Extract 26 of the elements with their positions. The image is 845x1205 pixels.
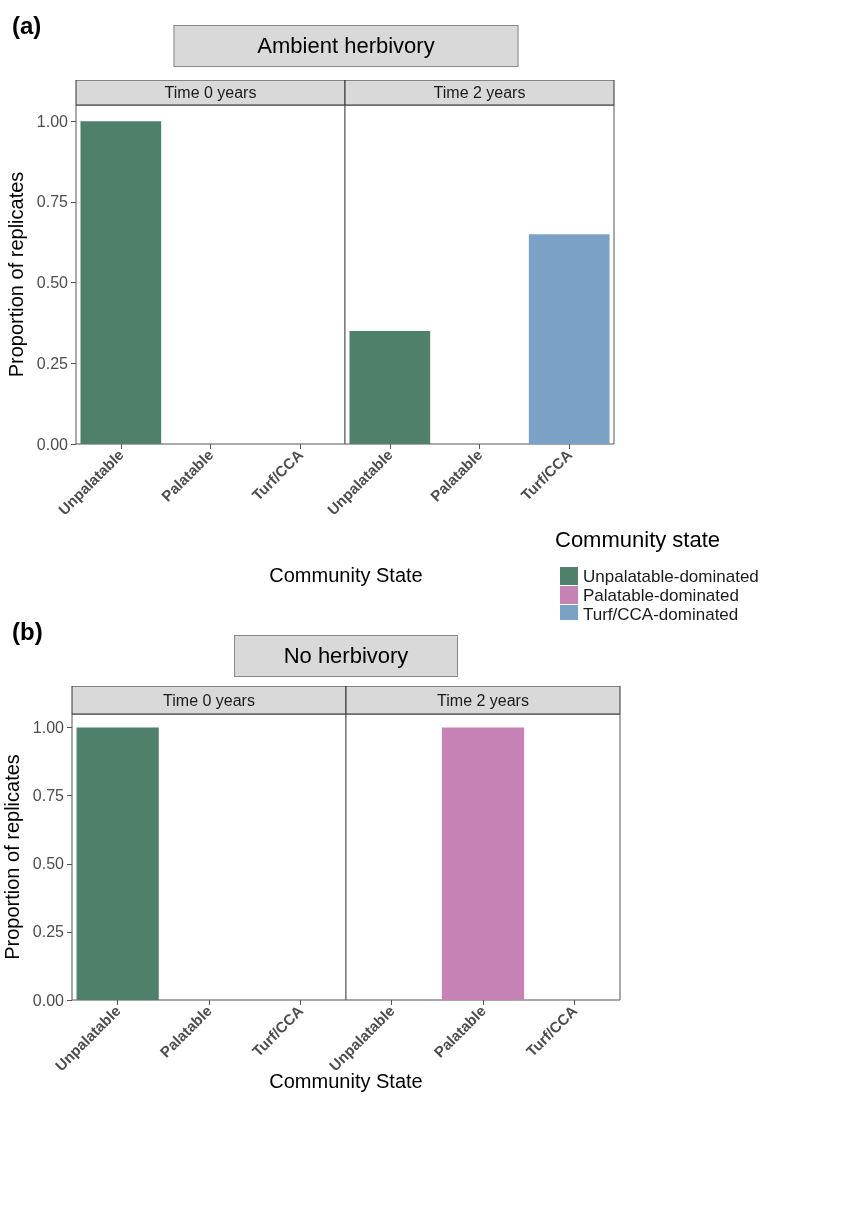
x-axis-title: Community State [269,564,423,587]
chart-subtitle: Time 2 years [433,84,526,101]
legend-label: Turf/CCA-dominated [583,604,739,624]
y-tick-label: 0.25 [36,354,69,372]
y-tick-label: 0.75 [32,787,65,805]
chart-title: Ambient herbivory [173,25,519,67]
y-tick-label: 0.00 [32,991,65,1009]
legend-title: Community state [555,526,721,552]
legend-label: Unpalatable-dominated [583,566,759,586]
y-tick-label: 0.25 [32,923,65,941]
y-tick-label: 0.75 [36,193,69,211]
legend-label: Palatable-dominated [583,585,739,605]
y-tick-label: 0.00 [36,435,69,453]
x-axis-title: Community State [269,1070,423,1093]
chart-subtitle: Time 0 years [163,691,255,709]
y-axis-title: Proportion of replicates [4,171,27,378]
y-axis-title: Proportion of replicates [0,754,23,960]
y-tick-label: 0.50 [32,855,65,873]
text: (b) [12,618,43,646]
chart-subtitle: Time 2 years [437,691,529,709]
chart-title: No herbivory [234,635,458,677]
y-tick-label: 1.00 [32,719,65,737]
y-tick-label: 1.00 [36,112,69,130]
text: (a) [12,12,42,40]
y-tick-label: 0.50 [36,274,69,292]
chart-subtitle: Time 0 years [164,84,257,101]
